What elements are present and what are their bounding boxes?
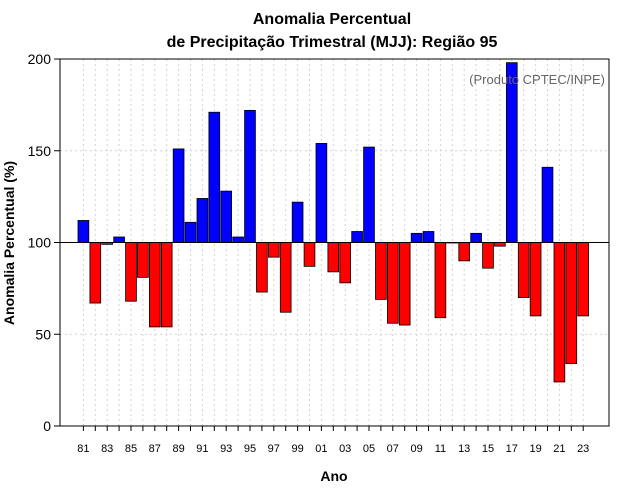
bar-2002 — [327, 242, 340, 273]
bar-2003 — [339, 242, 351, 284]
bar-2000 — [303, 242, 316, 267]
bar-2011 — [434, 242, 447, 319]
credit-label: (Produto CPTEC/INPE) — [469, 72, 605, 87]
x-tick-label: 81 — [77, 443, 89, 455]
bar-1998 — [279, 242, 292, 313]
x-tick-label: 87 — [149, 443, 161, 455]
y-tick-label: 50 — [35, 326, 51, 342]
bar-2009 — [410, 232, 423, 243]
y-axis-label: Anomalia Percentual (%) — [1, 161, 17, 325]
bar-2017 — [505, 62, 518, 243]
bar-2005 — [363, 146, 375, 243]
bar-2010 — [422, 231, 435, 243]
bar-1981 — [77, 220, 90, 243]
bar-1994 — [232, 236, 244, 243]
x-tick-label: 09 — [410, 443, 422, 455]
bar-2018 — [517, 242, 530, 298]
bar-2015 — [482, 242, 494, 269]
x-tick-label: 15 — [482, 443, 494, 455]
x-axis: 81 83 85 87 89 91 93 95 97 99 01 03 05 07 09 11 13 15 17 19… — [77, 426, 589, 455]
x-axis-label: Ano — [320, 468, 347, 484]
y-tick-label: 100 — [28, 235, 52, 251]
bar-2023 — [577, 242, 589, 317]
bar-1989 — [172, 148, 185, 243]
x-tick-label: 11 — [435, 443, 446, 455]
x-tick-label: 13 — [458, 443, 470, 455]
x-tick-label: 17 — [506, 443, 518, 455]
y-tick-label: 150 — [28, 143, 52, 159]
bar-1987 — [148, 242, 161, 328]
x-tick-label: 21 — [553, 443, 565, 455]
bar-1991 — [196, 198, 209, 243]
x-tick-label: 83 — [101, 443, 113, 455]
x-tick-label: 01 — [315, 443, 327, 455]
bar-2004 — [351, 231, 363, 243]
bar-2008 — [398, 242, 411, 326]
bar-1986 — [137, 242, 149, 278]
bar-1997 — [267, 242, 280, 258]
bar-1982 — [89, 242, 102, 304]
bar-2014 — [470, 232, 482, 243]
bar-1984 — [113, 236, 125, 243]
x-tick-label: 03 — [339, 443, 351, 455]
bar-2001 — [315, 143, 328, 243]
bar-1985 — [125, 242, 137, 302]
x-tick-label: 91 — [196, 443, 208, 455]
chart-title-line2: de Precipitação Trimestral (MJJ): Região… — [167, 34, 498, 51]
bar-2007 — [386, 242, 399, 324]
x-tick-label: 23 — [577, 443, 589, 455]
bar-1999 — [291, 201, 304, 243]
bar-1996 — [256, 242, 268, 293]
y-tick-label: 0 — [43, 418, 51, 434]
bar-2022 — [565, 242, 578, 365]
bar-1988 — [160, 242, 173, 328]
bar-2020 — [541, 166, 554, 243]
y-tick-label: 200 — [28, 51, 52, 67]
x-tick-label: 05 — [363, 443, 375, 455]
bar-1993 — [220, 190, 233, 243]
bar-1992 — [208, 111, 221, 243]
bar-2019 — [529, 242, 542, 317]
bars — [77, 62, 589, 383]
chart-title-line1: Anomalia Percentual — [253, 11, 411, 28]
bar-1990 — [184, 221, 197, 243]
y-axis: 0 50 100 150 200 — [28, 51, 60, 434]
bar-1995 — [244, 109, 256, 243]
x-tick-label: 93 — [220, 443, 232, 455]
x-tick-label: 19 — [529, 443, 541, 455]
x-tick-label: 07 — [387, 443, 399, 455]
bar-2006 — [375, 242, 387, 300]
x-tick-label: 95 — [244, 443, 256, 455]
x-tick-label: 89 — [172, 443, 184, 455]
bar-2013 — [458, 242, 470, 262]
x-tick-label: 85 — [125, 443, 137, 455]
bar-2021 — [553, 242, 566, 383]
x-tick-label: 99 — [291, 443, 303, 455]
bar-2016 — [494, 242, 506, 247]
x-tick-label: 97 — [268, 443, 280, 455]
